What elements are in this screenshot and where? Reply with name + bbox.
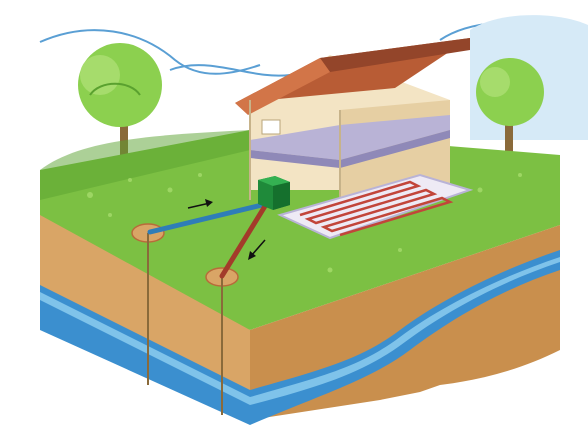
arrow-icon (187, 199, 213, 209)
supply-pipe (147, 202, 265, 235)
arrow-icon (248, 239, 266, 260)
ground-grass-back (40, 130, 250, 200)
aquifer-front-light (40, 292, 250, 405)
return-pipe (219, 195, 273, 279)
aquifer-side-light (250, 257, 560, 405)
floor-slab-upper (250, 115, 450, 160)
heat-pump-icon (258, 176, 290, 210)
floor-heating-coil (299, 180, 454, 237)
grass-detail (87, 173, 522, 273)
tree-icon (78, 43, 162, 160)
house-window (261, 119, 281, 135)
tree-icon (476, 58, 544, 155)
